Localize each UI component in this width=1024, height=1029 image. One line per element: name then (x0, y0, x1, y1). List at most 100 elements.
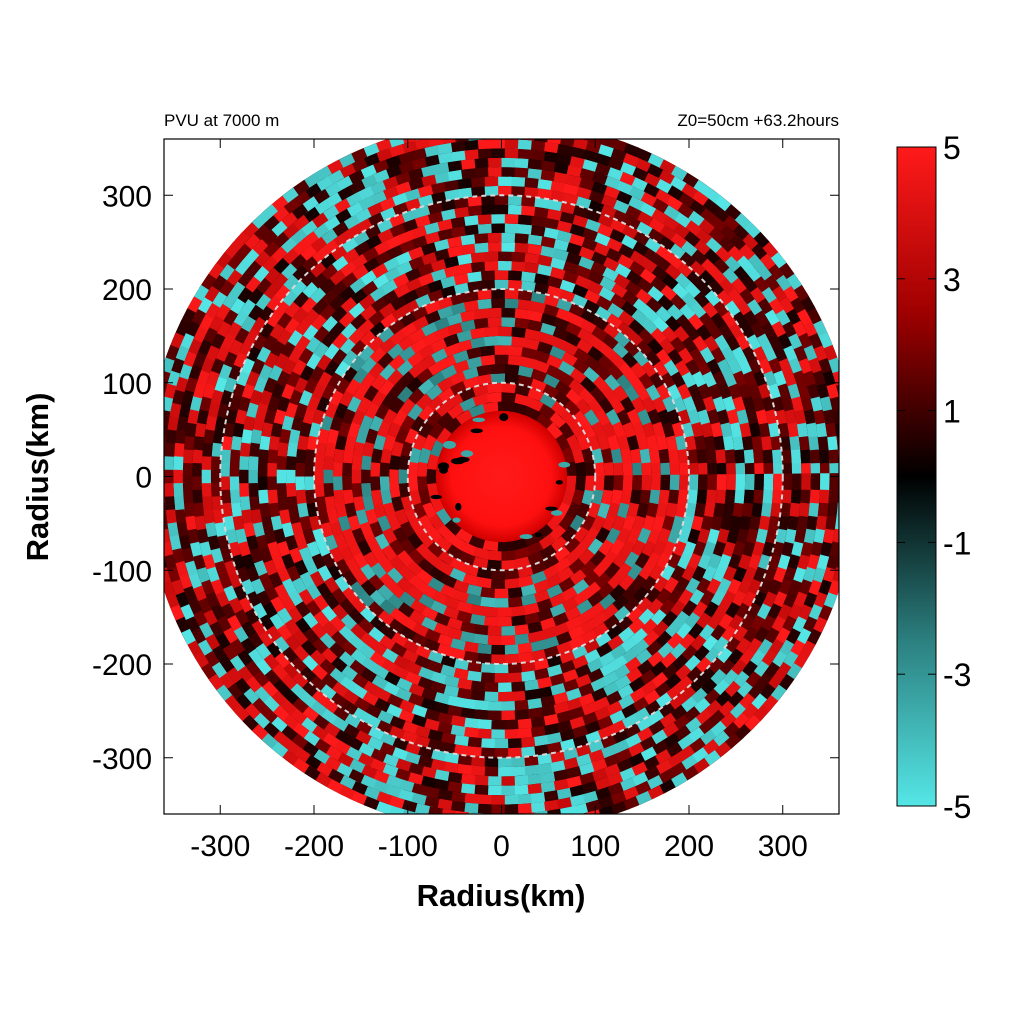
field-cell (407, 532, 424, 551)
field-cell (844, 419, 856, 437)
field-cell (735, 474, 746, 491)
field-cell (504, 644, 521, 655)
field-cell (609, 538, 626, 556)
field-cell (381, 544, 398, 563)
field-cell (445, 312, 463, 327)
field-cell (486, 550, 503, 561)
field-cell (485, 382, 502, 394)
field-cell (601, 446, 614, 464)
field-cell (232, 515, 245, 533)
field-cell (246, 535, 260, 553)
field-cell (566, 687, 584, 701)
field-cell (510, 336, 526, 348)
field-cell (370, 448, 383, 465)
field-cell (364, 428, 379, 446)
field-cell (449, 557, 468, 573)
field-cell (609, 396, 625, 414)
field-cell (457, 764, 475, 776)
field-cell (323, 469, 333, 486)
field-cell (409, 609, 428, 626)
field-cell (263, 409, 277, 427)
field-cell (662, 513, 676, 531)
field-cell (508, 672, 525, 683)
field-cell (443, 596, 461, 611)
field-cell (739, 513, 752, 531)
field-cell (424, 708, 443, 723)
field-cell (267, 449, 278, 466)
field-cell (437, 712, 456, 725)
field-cell (537, 753, 555, 765)
field-cell (498, 757, 515, 768)
field-cell (380, 448, 392, 465)
field-cell (630, 488, 642, 505)
field-cell (201, 456, 212, 473)
field-cell (425, 552, 444, 570)
field-cell (501, 635, 518, 646)
field-cell (253, 376, 268, 396)
field-cell (459, 541, 477, 557)
field-cell (557, 288, 576, 303)
field-cell (481, 747, 498, 758)
field-cell (298, 390, 313, 408)
field-cell (286, 469, 296, 486)
field-cell (435, 305, 454, 320)
field-cell (524, 688, 542, 701)
field-cell (377, 379, 395, 398)
field-cell (192, 463, 202, 480)
field-cell (326, 428, 339, 446)
field-cell (772, 460, 783, 477)
x-tick-label: 200 (664, 830, 714, 863)
field-cell (805, 419, 818, 438)
field-cell (426, 454, 439, 471)
field-cell (475, 289, 492, 301)
field-cell (445, 393, 464, 409)
field-cell (461, 376, 479, 390)
field-cell (527, 697, 545, 710)
field-cell (380, 391, 397, 410)
field-cell (755, 525, 769, 544)
field-cell (173, 483, 184, 500)
field-cell (677, 447, 689, 464)
field-cell (627, 562, 644, 581)
field-cell (582, 298, 600, 315)
field-cell (789, 433, 801, 451)
field-cell (572, 409, 589, 427)
field-cell (448, 292, 466, 306)
field-cell (458, 243, 476, 256)
field-cell (164, 371, 171, 389)
field-cell (744, 474, 755, 491)
field-cell (229, 449, 241, 466)
field-cell (622, 513, 637, 532)
core-feature (545, 506, 558, 511)
field-cell (597, 501, 611, 519)
field-cell (371, 489, 383, 506)
field-cell (324, 442, 336, 459)
field-cell (496, 326, 512, 337)
field-cell (553, 691, 571, 705)
field-cell (636, 407, 652, 426)
field-cell (570, 293, 588, 308)
field-cell (517, 793, 535, 805)
field-cell (449, 567, 467, 583)
field-cell (586, 433, 601, 451)
field-cell (437, 789, 456, 802)
field-cell (700, 420, 714, 438)
field-cell (380, 489, 393, 506)
field-cell (421, 434, 437, 452)
field-cell (183, 502, 195, 521)
field-cell (481, 176, 499, 187)
field-cell (708, 551, 723, 570)
field-cell (846, 499, 857, 517)
field-cell (524, 679, 542, 691)
field-cell (716, 460, 727, 477)
field-cell (602, 549, 619, 567)
colorbar-tick-label: 5 (943, 130, 961, 166)
field-cell (554, 229, 572, 243)
field-cell (571, 446, 585, 464)
field-cell (530, 716, 548, 728)
field-cell (489, 298, 505, 309)
field-cell (437, 633, 455, 648)
field-cell (518, 205, 536, 216)
field-cell (279, 509, 292, 527)
field-cell (424, 718, 443, 732)
